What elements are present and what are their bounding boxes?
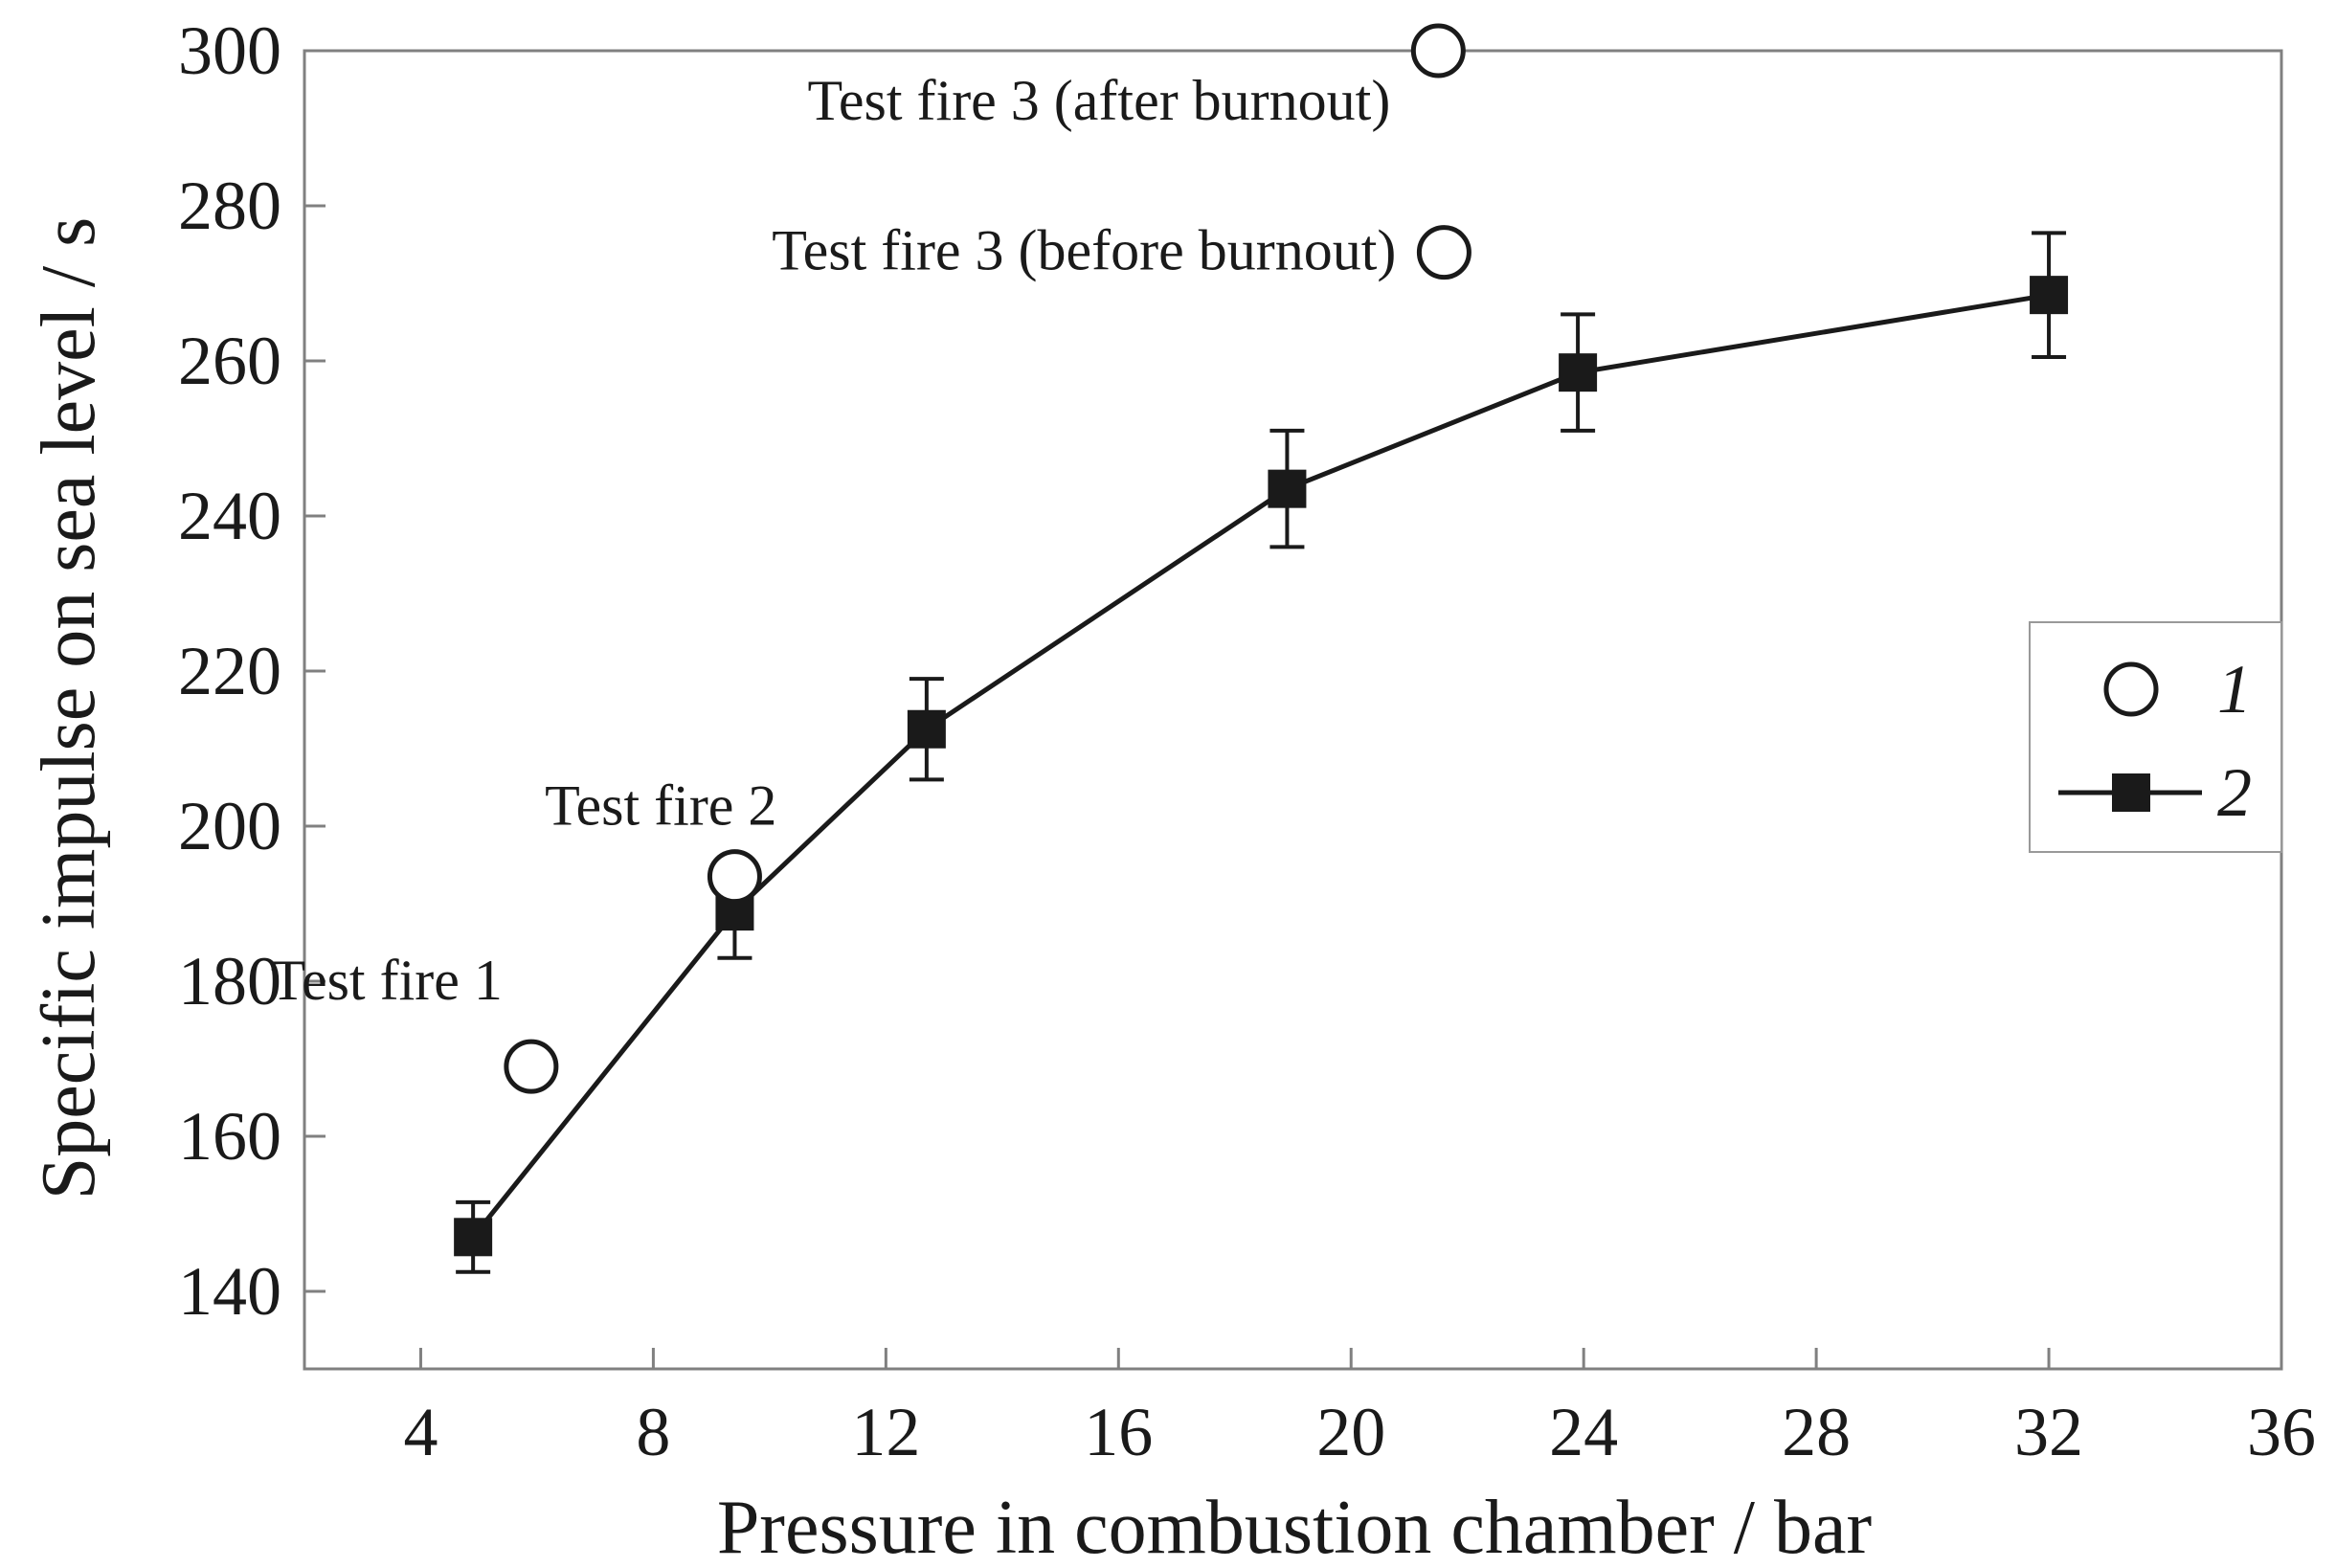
series-2-line [471,292,2050,1239]
legend-label-1: 1 [2217,651,2252,728]
x-tick-label: 28 [1782,1394,1851,1470]
y-tick-label: 260 [178,323,281,399]
series-lines [471,292,2050,1239]
legend-marker-circle [2103,661,2159,717]
x-tick-label: 20 [1316,1394,1385,1470]
x-axis: 4 8 12 16 20 24 28 32 36 [403,1348,2316,1470]
y-tick-label: 280 [178,168,281,244]
series-1-point [1410,23,1466,78]
x-tick-label: 16 [1084,1394,1153,1470]
series-1-point [707,849,762,905]
series-2-point [454,1218,493,1257]
legend-label-2: 2 [2217,754,2252,831]
markers [454,23,2069,1257]
annotation-label: Test fire 1 [270,949,502,1012]
y-tick-label: 200 [178,788,281,864]
annotations: Test fire 1 Test fire 2 Test fire 3 (befor… [270,69,1396,1012]
x-tick-label: 24 [1549,1394,1618,1470]
y-tick-label: 300 [178,12,281,89]
legend: 1 2 [2029,621,2282,853]
y-tick-label: 180 [178,943,281,1019]
y-tick-label: 160 [178,1098,281,1175]
y-tick-label: 140 [178,1253,281,1330]
x-tick-label: 36 [2247,1394,2316,1470]
legend-marker-square [2112,773,2150,812]
annotation-label: Test fire 2 [545,774,776,838]
y-tick-label: 220 [178,633,281,709]
x-tick-label: 32 [2014,1394,2083,1470]
y-tick-label: 240 [178,478,281,554]
x-tick-label: 12 [851,1394,920,1470]
series-2-point [1559,353,1598,392]
series-2-point [1268,469,1307,508]
series-1-point [1416,225,1471,280]
x-tick-label: 4 [403,1394,438,1470]
x-axis-title: Pressure in combustion chamber / bar [717,1486,1872,1568]
x-tick-label: 8 [636,1394,670,1470]
legend-box [2029,621,2282,853]
series-1-point [504,1039,559,1094]
y-axis-title: Specific impulse on sea level / s [27,217,111,1199]
annotation-label: Test fire 3 (after burnout) [807,69,1390,132]
series-2-point [2030,276,2069,315]
annotation-label: Test fire 3 (before burnout) [772,219,1396,282]
series-2-point [907,709,946,749]
y-axis: 140 160 180 200 220 240 260 280 300 [178,12,326,1330]
error-bars [456,231,2067,1274]
